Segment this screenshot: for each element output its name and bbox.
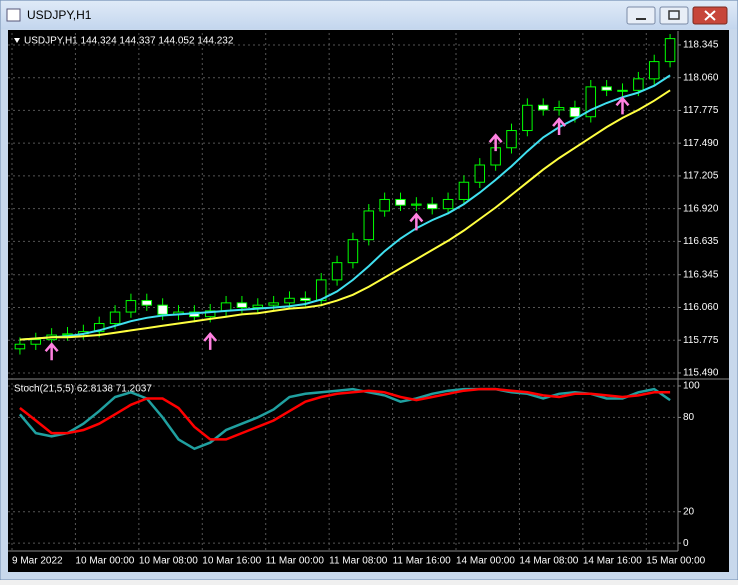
candle-body <box>363 210 375 241</box>
indicator-line <box>19 387 671 441</box>
candle-body <box>268 302 279 306</box>
x-tick-label: 11 Mar 16:00 <box>393 556 452 567</box>
candle-body <box>426 203 438 210</box>
app-icon <box>6 8 21 22</box>
candle-body <box>109 311 121 325</box>
candle-body <box>569 107 581 118</box>
candle-body <box>252 304 264 308</box>
y-tick-label: 118.345 <box>683 40 719 51</box>
x-tick-label: 9 Mar 2022 <box>12 556 63 567</box>
maximize-button[interactable] <box>659 6 689 25</box>
candle-body <box>522 104 533 132</box>
candle-body <box>125 300 137 313</box>
stoch-header: Stoch(21,5,5) 62.8138 71.2037 <box>14 384 152 395</box>
y-tick-label: 0 <box>683 538 689 549</box>
candle-body <box>379 198 390 212</box>
candle-body <box>395 198 406 206</box>
candle-body <box>93 323 105 333</box>
title-bar <box>1 1 737 29</box>
candle-body <box>553 107 565 111</box>
y-tick-label: 116.635 <box>683 236 719 247</box>
close-icon <box>704 10 716 21</box>
candle-body <box>284 297 295 304</box>
candle-body <box>141 300 153 306</box>
signal-arrow <box>615 96 630 115</box>
x-tick-label: 10 Mar 00:00 <box>75 556 134 567</box>
x-tick-label: 10 Mar 08:00 <box>139 556 198 567</box>
candle-body <box>633 78 644 91</box>
candle-body <box>30 339 42 345</box>
x-tick-label: 14 Mar 00:00 <box>456 556 515 567</box>
y-tick-label: 117.205 <box>683 171 719 182</box>
chart-header: USDJPY,H1 144.324 144.337 144.052 144.23… <box>24 36 234 47</box>
x-tick-label: 14 Mar 08:00 <box>519 556 578 567</box>
y-tick-label: 100 <box>683 381 700 392</box>
signal-arrow <box>552 117 567 136</box>
x-tick-label: 10 Mar 16:00 <box>202 556 261 567</box>
y-tick-label: 118.060 <box>683 72 719 83</box>
candle-body <box>347 239 359 264</box>
candle-body <box>537 104 549 111</box>
candle-body <box>601 86 612 91</box>
candle-body <box>157 304 168 315</box>
candle-body <box>474 164 486 183</box>
window-title: USDJPY,H1 <box>27 8 92 22</box>
candle-body <box>458 181 470 200</box>
minimize-button[interactable] <box>626 6 656 25</box>
candle-body <box>585 86 597 118</box>
y-tick-label: 115.490 <box>683 368 719 379</box>
y-tick-label: 20 <box>683 506 695 517</box>
maximize-icon <box>668 10 680 20</box>
candle-body <box>442 198 454 210</box>
candle-body <box>14 343 26 350</box>
candle-body <box>331 262 343 281</box>
signal-arrow <box>488 133 503 152</box>
y-tick-label: 116.060 <box>683 302 719 313</box>
candle-body <box>617 89 628 92</box>
y-tick-label: 80 <box>683 412 695 423</box>
signal-arrow <box>203 331 218 350</box>
candle-body <box>506 130 517 149</box>
indicator-line <box>19 74 671 341</box>
x-tick-label: 11 Mar 08:00 <box>329 556 388 567</box>
x-tick-label: 14 Mar 16:00 <box>583 556 642 567</box>
candle-body <box>664 38 676 63</box>
candle-body <box>204 310 216 318</box>
candle-body <box>300 297 311 302</box>
y-tick-label: 117.490 <box>683 138 719 149</box>
candle-body <box>648 61 660 80</box>
candle-body <box>411 203 422 206</box>
candle-body <box>62 333 73 336</box>
candle-body <box>236 302 248 308</box>
indicator-line <box>18 387 671 451</box>
candle-body <box>315 279 327 302</box>
y-tick-label: 115.775 <box>683 335 719 346</box>
x-tick-label: 11 Mar 00:00 <box>266 556 325 567</box>
x-tick-label: 15 Mar 00:00 <box>646 556 705 567</box>
indicator-line <box>19 89 671 341</box>
signal-arrow <box>44 342 59 361</box>
chart-area <box>8 30 729 572</box>
y-tick-label: 117.775 <box>683 105 719 116</box>
y-tick-label: 116.920 <box>683 203 719 214</box>
y-tick-label: 116.345 <box>683 269 719 280</box>
signal-arrow <box>409 212 424 231</box>
header-arrow <box>14 38 20 43</box>
